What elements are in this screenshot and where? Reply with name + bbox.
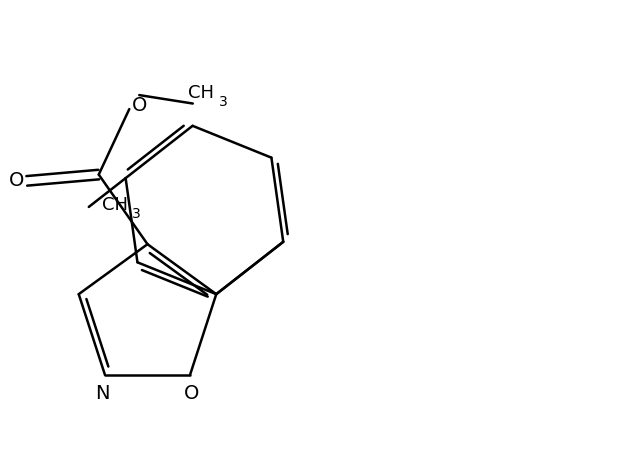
Text: 3: 3 <box>219 94 228 108</box>
Text: 3: 3 <box>132 207 141 220</box>
Text: N: N <box>95 384 109 403</box>
Text: O: O <box>132 96 147 114</box>
Text: O: O <box>9 171 24 190</box>
Text: CH: CH <box>102 196 128 213</box>
Text: CH: CH <box>188 83 214 101</box>
Text: O: O <box>184 384 200 403</box>
